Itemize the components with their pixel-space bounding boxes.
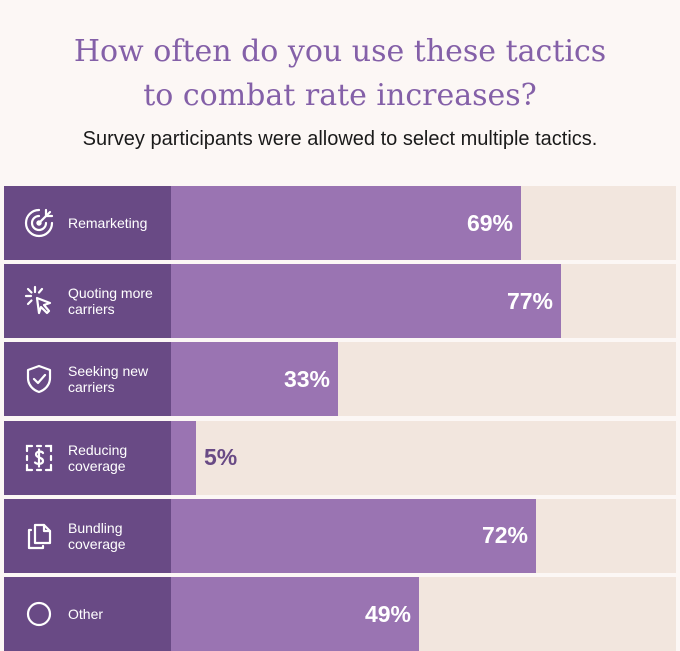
cursor-click-icon [22,284,56,318]
dollar-dashed-icon [22,441,56,475]
category-label-cell: Other [4,577,171,651]
bar-row: Bundling coverage 72% [4,498,676,573]
bar [171,186,521,260]
circle-icon [22,597,56,631]
category-label-line: coverage [68,457,126,474]
category-label-line: Quoting more [68,285,153,302]
bar [171,342,338,417]
documents-icon [22,519,56,553]
category-label: Seeking new carriers [68,342,168,416]
category-label-line: Bundling [68,519,123,536]
category-label-cell: Quoting more carriers [4,264,171,339]
category-label-line: carriers [68,301,115,318]
shield-check-icon [22,362,56,396]
category-label-cell: Seeking new carriers [4,342,171,417]
chart-title: How often do you use these tactics to co… [0,30,680,118]
category-label-cell: Remarketing [4,186,171,260]
value-label: 5% [204,444,238,471]
category-label-line: Seeking new [68,363,149,380]
bar-row: Other 49% [4,577,676,651]
bar-row: Quoting more carriers 77% [4,264,676,339]
chart-subtitle: Survey participants were allowed to sele… [82,128,598,150]
bar-row: Remarketing 69% [4,186,676,260]
category-label-line: carriers [68,379,115,396]
category-label-cell: Bundling coverage [4,498,171,573]
category-label-cell: Reducing coverage [4,420,171,495]
category-label: Reducing coverage [68,421,168,495]
title-line-2: to combat rate increases? [143,78,537,113]
value-label: 72% [481,522,528,549]
bar [171,577,419,651]
category-label-line: Remarketing [68,215,148,231]
category-label: Other [68,577,168,651]
bar [171,264,561,339]
title-line-1: How often do you use these tactics [73,34,607,69]
bar-row: Reducing coverage 5% [4,420,676,495]
category-label: Bundling coverage [68,499,168,573]
category-label-line: Reducing [68,441,128,458]
bar-row: Seeking new carriers 33% [4,342,676,417]
value-label: 33% [283,365,330,392]
category-label: Quoting more carriers [68,264,168,338]
category-label-line: coverage [68,535,126,552]
bar [171,420,196,495]
value-label: 69% [466,209,513,236]
bar [171,498,536,573]
category-label-line: Other [68,606,104,622]
category-label: Remarketing [68,186,168,260]
value-label: 77% [506,287,553,314]
target-icon [22,206,56,240]
value-label: 49% [364,600,411,627]
